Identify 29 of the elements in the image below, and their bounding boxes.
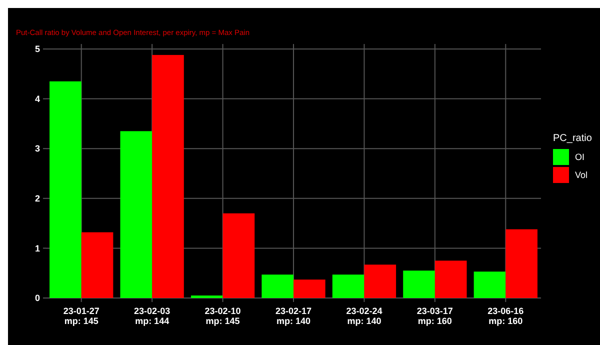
bar bbox=[403, 270, 435, 298]
y-tick-label: 4 bbox=[34, 94, 40, 104]
legend-label: OI bbox=[575, 152, 585, 162]
x-tick-label: 23-02-10 mp: 145 bbox=[204, 306, 241, 326]
legend-label: Vol bbox=[575, 170, 588, 180]
y-tick-label: 0 bbox=[34, 293, 40, 304]
x-tick-label: 23-02-24 mp: 140 bbox=[346, 306, 382, 326]
bar bbox=[120, 131, 152, 298]
x-tick-label: 23-02-03 mp: 144 bbox=[134, 306, 170, 326]
y-tick-label: 5 bbox=[34, 44, 40, 54]
y-tick-label: 3 bbox=[34, 144, 40, 154]
x-tick-label: 23-06-16 mp: 160 bbox=[488, 306, 524, 326]
bar bbox=[81, 232, 114, 298]
bar bbox=[332, 274, 364, 298]
x-tick-label: 23-03-17 mp: 160 bbox=[416, 306, 453, 326]
y-tick-label: 2 bbox=[34, 194, 40, 204]
bar bbox=[474, 272, 506, 298]
bar bbox=[222, 213, 255, 298]
bar bbox=[434, 260, 467, 298]
x-tick-label: 23-01-27 mp: 145 bbox=[63, 306, 100, 326]
bar bbox=[294, 280, 326, 298]
bar bbox=[152, 54, 184, 298]
legend-title: PC_ratio bbox=[553, 133, 592, 144]
x-tick-label: 23-02-17 mp: 140 bbox=[275, 306, 312, 326]
bar bbox=[506, 229, 538, 298]
bar bbox=[262, 274, 294, 298]
bar bbox=[364, 264, 396, 298]
bar bbox=[50, 81, 82, 298]
y-tick-label: 1 bbox=[34, 243, 40, 254]
